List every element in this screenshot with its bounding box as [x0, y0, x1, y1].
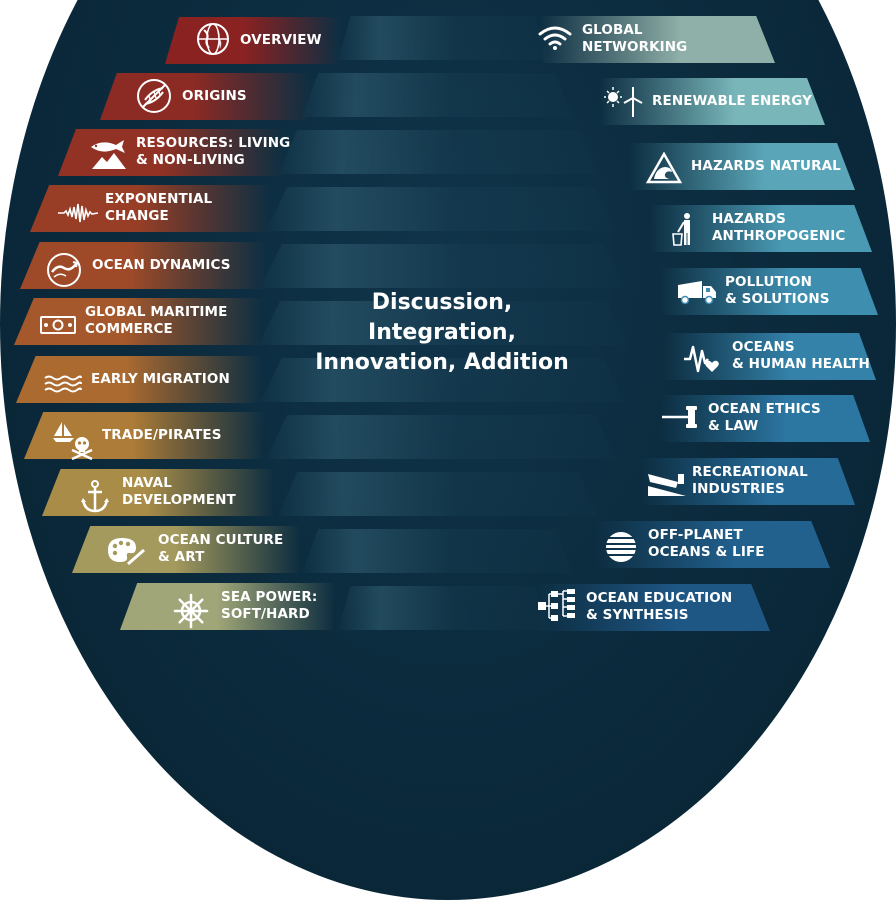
topic-label: NAVAL DEVELOPMENT	[122, 475, 236, 509]
topic-label-line-2: COMMERCE	[85, 321, 173, 337]
topic-label-line-1: SEA POWER:	[221, 589, 318, 605]
topic-label-line-2: INDUSTRIES	[692, 481, 785, 497]
topic-label: OVERVIEW	[240, 32, 322, 49]
boat-ramp-icon	[646, 470, 688, 498]
center-band	[302, 73, 572, 117]
gavel-icon	[662, 405, 702, 429]
topic-label: HAZARDS NATURAL	[691, 158, 841, 175]
topic-label-line-1: GLOBAL	[582, 22, 643, 38]
person-trash-icon	[672, 212, 696, 246]
topic-label-line-1: HAZARDS NATURAL	[691, 158, 841, 174]
topic-band-naval-development[interactable]	[42, 469, 274, 516]
network-tree-icon	[537, 589, 577, 623]
topic-label-line-1: EARLY MIGRATION	[91, 371, 230, 387]
striped-planet-icon	[604, 530, 638, 564]
topic-label-line-2: & SYNTHESIS	[586, 607, 689, 623]
topic-label: TRADE/PIRATES	[102, 427, 222, 444]
topic-label-line-2: SOFT/HARD	[221, 606, 310, 622]
globe-icon	[196, 22, 230, 56]
ship-wheel-icon	[173, 593, 209, 629]
topic-label-line-2: NETWORKING	[582, 39, 688, 55]
topic-label-line-1: ORIGINS	[182, 88, 247, 104]
topic-label-line-1: RESOURCES: LIVING	[136, 135, 291, 151]
wifi-icon	[538, 25, 572, 51]
anchor-icon	[80, 480, 110, 514]
topic-label-line-1: GLOBAL MARITIME	[85, 304, 228, 320]
palette-icon	[106, 536, 146, 566]
topic-label-line-2: & ART	[158, 549, 205, 565]
money-icon	[40, 315, 76, 335]
topic-label: OCEAN EDUCATION & SYNTHESIS	[586, 590, 732, 624]
topic-label-line-2: & LAW	[708, 418, 759, 434]
topic-label-line-1: TRADE/PIRATES	[102, 427, 222, 443]
center-band	[266, 415, 616, 459]
topic-band-off-planet-oceans-life[interactable]	[595, 521, 830, 568]
topic-band-sea-power-soft-hard[interactable]	[120, 583, 335, 630]
topic-label-line-1: OCEAN ETHICS	[708, 401, 821, 417]
topic-label: GLOBAL NETWORKING	[582, 22, 687, 56]
topic-label-line-1: RECREATIONAL	[692, 464, 808, 480]
topic-label: SEA POWER: SOFT/HARD	[221, 589, 317, 623]
center-band	[260, 358, 625, 402]
center-caption-line-1: Discussion, Integration,	[368, 290, 516, 345]
center-caption: Discussion, Integration, Innovation, Add…	[300, 288, 584, 378]
topic-label-line-1: OFF-PLANET	[648, 527, 743, 543]
topic-label: ORIGINS	[182, 88, 247, 105]
topic-label: OCEAN CULTURE & ART	[158, 532, 283, 566]
center-band	[266, 187, 616, 231]
heartbeat-icon	[684, 341, 720, 375]
ocean-current-icon	[46, 252, 82, 288]
tsunami-warning-icon	[645, 151, 683, 184]
topic-label-line-1: RENEWABLE ENERGY	[652, 93, 812, 109]
topic-band-overview[interactable]	[165, 17, 340, 64]
topic-label-line-1: OCEAN EDUCATION	[586, 590, 733, 606]
garbage-truck-icon	[676, 279, 718, 305]
topic-label-line-1: OVERVIEW	[240, 32, 322, 48]
topic-label-line-1: OCEAN DYNAMICS	[92, 257, 231, 273]
center-band	[302, 529, 572, 573]
topic-label-line-2: ANTHROPOGENIC	[712, 228, 846, 244]
topic-label: OFF-PLANET OCEANS & LIFE	[648, 527, 765, 561]
topic-label-line-1: OCEAN CULTURE	[158, 532, 284, 548]
topic-label-line-2: & HUMAN HEALTH	[732, 356, 870, 372]
topic-label: RECREATIONAL INDUSTRIES	[692, 464, 808, 498]
center-band	[338, 16, 548, 60]
topic-label-line-2: & SOLUTIONS	[725, 291, 830, 307]
topic-label: RESOURCES: LIVING & NON-LIVING	[136, 135, 290, 169]
topic-band-global-networking[interactable]	[540, 16, 775, 63]
topic-label: GLOBAL MARITIME COMMERCE	[85, 304, 227, 338]
topic-label-line-1: NAVAL	[122, 475, 172, 491]
wave-signal-icon	[58, 201, 99, 225]
fish-mountain-icon	[88, 137, 128, 171]
center-band	[260, 244, 625, 288]
topic-label-line-1: OCEANS	[732, 339, 795, 355]
center-band	[278, 472, 598, 516]
topic-label: OCEANS & HUMAN HEALTH	[732, 339, 870, 373]
topic-label: RENEWABLE ENERGY	[652, 93, 812, 110]
topic-label: OCEAN DYNAMICS	[92, 257, 231, 274]
topic-label: EXPONENTIAL CHANGE	[105, 191, 212, 225]
sun-turbine-icon	[604, 86, 644, 118]
topic-label-line-2: OCEANS & LIFE	[648, 544, 765, 560]
topic-label-line-2: DEVELOPMENT	[122, 492, 236, 508]
topic-band-oceans-human-health[interactable]	[664, 333, 876, 380]
topic-label-line-1: HAZARDS	[712, 211, 787, 227]
topic-label-line-2: & NON-LIVING	[136, 152, 245, 168]
topic-label: POLLUTION & SOLUTIONS	[725, 274, 830, 308]
topic-label-line-2: CHANGE	[105, 208, 169, 224]
center-band	[258, 301, 628, 345]
center-band	[278, 130, 598, 174]
dna-icon	[136, 78, 172, 114]
center-band	[338, 586, 548, 630]
waves-icon	[44, 374, 82, 394]
topic-label-line-1: EXPONENTIAL	[105, 191, 213, 207]
topic-label-line-1: POLLUTION	[725, 274, 812, 290]
topic-label: HAZARDS ANTHROPOGENIC	[712, 211, 845, 245]
topic-label: OCEAN ETHICS & LAW	[708, 401, 821, 435]
topic-band-origins[interactable]	[100, 73, 310, 120]
skull-ship-icon	[52, 420, 98, 461]
topic-label: EARLY MIGRATION	[91, 371, 230, 388]
center-caption-line-2: Innovation, Addition	[315, 350, 569, 375]
